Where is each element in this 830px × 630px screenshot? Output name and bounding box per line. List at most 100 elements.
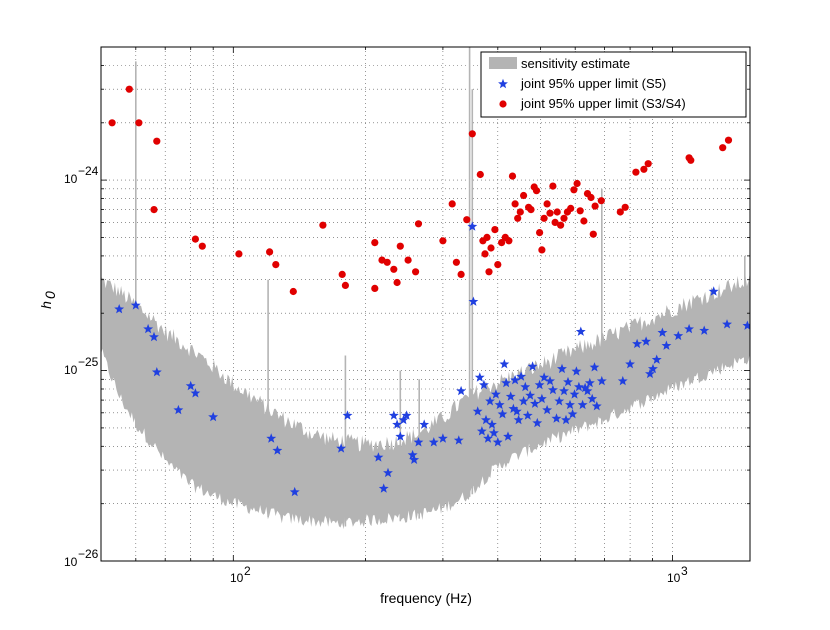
s5-point bbox=[453, 435, 464, 445]
s3s4-point bbox=[538, 246, 546, 254]
s5-point bbox=[511, 406, 522, 416]
s3s4-point bbox=[632, 168, 640, 176]
s5-point bbox=[516, 371, 527, 381]
s5-point bbox=[557, 363, 567, 374]
sensitivity-band-area bbox=[101, 272, 750, 530]
s3s4-point bbox=[439, 237, 447, 245]
s5-point bbox=[563, 376, 573, 387]
s3s4-point bbox=[536, 229, 544, 237]
s5-point bbox=[542, 404, 553, 415]
s5-point bbox=[409, 454, 420, 464]
s5-point bbox=[395, 431, 406, 441]
s3s4-point bbox=[481, 250, 489, 258]
s5-point bbox=[494, 399, 505, 410]
s5-point bbox=[490, 389, 501, 399]
s5-point bbox=[645, 368, 655, 379]
s5-series bbox=[114, 221, 750, 497]
y-tick-label-1e-26: 10 −26 bbox=[64, 547, 99, 569]
s5-point bbox=[505, 391, 516, 401]
s5-point bbox=[661, 340, 672, 350]
s5-point bbox=[130, 300, 141, 310]
y-tick-exp: −25 bbox=[78, 355, 99, 369]
s5-point bbox=[419, 419, 430, 429]
y-tick-base: 10 bbox=[64, 172, 78, 186]
s5-point bbox=[522, 410, 533, 420]
s5-point bbox=[513, 414, 524, 425]
s5-point bbox=[559, 385, 569, 396]
s3s4-point bbox=[719, 144, 727, 152]
s5-point bbox=[525, 390, 536, 400]
y-tick-label-1e-24: 10 −24 bbox=[64, 164, 99, 186]
legend-label-sensitivity: sensitivity estimate bbox=[521, 56, 630, 71]
s5-point bbox=[591, 401, 602, 411]
s3s4-point bbox=[570, 186, 578, 194]
s3s4-point bbox=[587, 193, 595, 202]
s5-point bbox=[401, 410, 412, 420]
s3s4-point bbox=[135, 119, 143, 127]
s5-point bbox=[561, 414, 571, 425]
s5-point bbox=[437, 433, 448, 443]
s3s4-point bbox=[494, 261, 502, 269]
s5-point bbox=[499, 359, 510, 369]
s3s4-point bbox=[457, 270, 465, 278]
s5-point bbox=[577, 399, 588, 410]
sensitivity-band bbox=[101, 47, 750, 530]
legend: sensitivity estimate joint 95% upper lim… bbox=[480, 51, 747, 118]
s5-point bbox=[485, 396, 495, 406]
s3s4-series bbox=[108, 85, 733, 296]
s3s4-point bbox=[498, 239, 506, 247]
s5-point bbox=[289, 486, 300, 497]
s3s4-point bbox=[511, 200, 519, 208]
legend-box bbox=[480, 51, 747, 118]
s5-point bbox=[173, 404, 184, 415]
s5-point bbox=[487, 419, 497, 429]
s5-point bbox=[428, 437, 439, 447]
s3s4-point bbox=[483, 233, 491, 241]
s3s4-point bbox=[724, 136, 733, 144]
s3s4-point bbox=[551, 218, 559, 226]
s3s4-point bbox=[383, 258, 391, 266]
s3s4-point bbox=[390, 265, 398, 273]
s5-point bbox=[571, 366, 582, 376]
legend-star-shape bbox=[498, 78, 508, 89]
s5-point bbox=[534, 379, 545, 390]
s5-point bbox=[742, 320, 750, 330]
s3s4-point bbox=[505, 237, 513, 245]
s5-point bbox=[708, 286, 719, 296]
s3s4-point bbox=[412, 268, 420, 276]
s3s4-point bbox=[516, 208, 524, 216]
s3s4-point bbox=[644, 160, 652, 168]
s5-point bbox=[151, 367, 162, 377]
s5-point bbox=[266, 433, 277, 443]
s5-point bbox=[520, 381, 531, 392]
s5-point bbox=[190, 388, 201, 398]
s3s4-point bbox=[508, 172, 517, 180]
s3s4-point bbox=[198, 242, 206, 250]
s5-point bbox=[392, 419, 403, 429]
s3s4-point bbox=[573, 179, 581, 188]
s5-point bbox=[467, 221, 478, 231]
s5-point bbox=[342, 410, 353, 420]
s3s4-point bbox=[272, 261, 280, 269]
legend-label-s5: joint 95% upper limit (S5) bbox=[520, 76, 666, 91]
s3s4-point bbox=[452, 258, 460, 266]
x-axis-label: frequency (Hz) bbox=[380, 590, 472, 606]
s3s4-point bbox=[580, 217, 588, 225]
s5-point bbox=[114, 304, 125, 314]
s5-point bbox=[143, 323, 154, 334]
y-axis-label-main: h bbox=[38, 301, 54, 309]
s3s4-point bbox=[235, 250, 243, 258]
s3s4-point bbox=[191, 235, 199, 243]
s5-point bbox=[407, 449, 418, 460]
s5-point bbox=[476, 426, 487, 436]
s3s4-point bbox=[616, 208, 624, 216]
s3s4-point bbox=[485, 268, 493, 276]
s3s4-point bbox=[543, 200, 551, 208]
s5-point bbox=[336, 443, 347, 453]
y-tick-label-1e-25: 10 −25 bbox=[64, 355, 99, 377]
s5-point bbox=[580, 382, 590, 393]
s5-point bbox=[518, 396, 529, 406]
s3s4-point bbox=[338, 270, 346, 278]
s3s4-point bbox=[553, 208, 561, 216]
